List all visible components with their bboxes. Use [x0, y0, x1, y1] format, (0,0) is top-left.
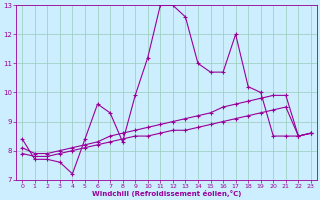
X-axis label: Windchill (Refroidissement éolien,°C): Windchill (Refroidissement éolien,°C): [92, 190, 241, 197]
